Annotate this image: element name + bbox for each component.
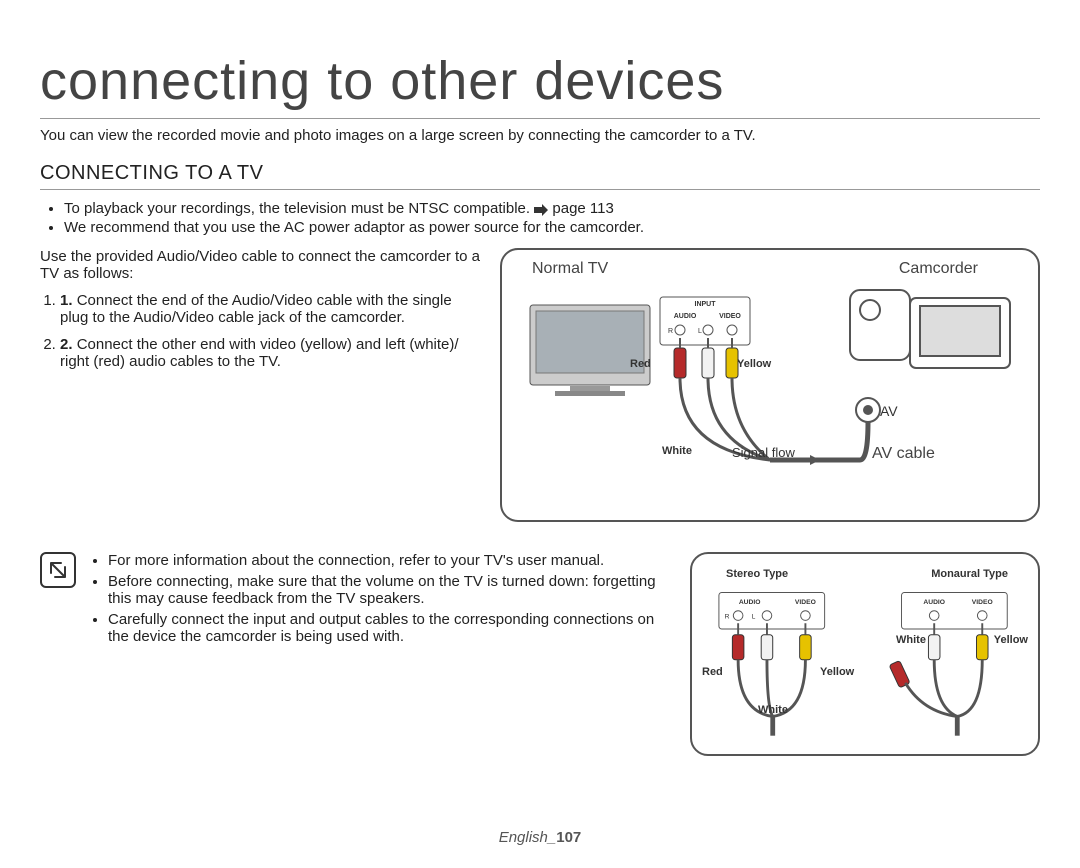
note-item: For more information about the connectio… <box>108 552 668 569</box>
diagram-svg: INPUT AUDIO VIDEO R L <box>502 250 1038 520</box>
signal-flow-label: Signal flow <box>732 445 795 460</box>
svg-text:INPUT: INPUT <box>695 301 717 308</box>
svg-text:AUDIO: AUDIO <box>923 599 945 606</box>
connection-diagram: Normal TV Camcorder INPUT AUDIO VIDEO R … <box>500 248 1040 522</box>
svg-text:VIDEO: VIDEO <box>795 599 816 606</box>
note-item: Before connecting, make sure that the vo… <box>108 573 668 607</box>
yellow-label-2: Yellow <box>994 634 1028 646</box>
white-label: White <box>758 704 788 716</box>
connection-types-diagram: Stereo Type Monaural Type AUDIO VIDEO R … <box>690 552 1040 756</box>
monaural-type-label: Monaural Type <box>931 568 1008 580</box>
svg-text:L: L <box>752 613 756 620</box>
note-icon <box>40 552 76 588</box>
svg-text:VIDEO: VIDEO <box>719 313 741 320</box>
note-item: Carefully connect the input and output c… <box>108 611 668 645</box>
stereo-type-label: Stereo Type <box>726 568 788 580</box>
svg-text:R: R <box>725 613 730 620</box>
av-label: AV <box>880 403 898 419</box>
red-label: Red <box>630 358 651 370</box>
notes-list: For more information about the connectio… <box>88 552 668 756</box>
types-svg: AUDIO VIDEO R L AUDIO <box>692 554 1038 754</box>
steps-list: 1. Connect the end of the Audio/Video ca… <box>40 292 480 370</box>
yellow-label: Yellow <box>820 666 854 678</box>
step-item: 2. Connect the other end with video (yel… <box>60 336 480 370</box>
step-item: 1. Connect the end of the Audio/Video ca… <box>60 292 480 326</box>
normal-tv-label: Normal TV <box>532 260 608 278</box>
svg-text:L: L <box>698 328 702 335</box>
page-footer: English_107 <box>0 829 1080 846</box>
prereq-item: To playback your recordings, the televis… <box>64 200 1040 217</box>
av-cable-label: AV cable <box>872 445 935 463</box>
prereq-item: We recommend that you use the AC power a… <box>64 219 1040 236</box>
white-label-2: White <box>896 634 926 646</box>
lead-text: Use the provided Audio/Video cable to co… <box>40 248 480 282</box>
intro-text: You can view the recorded movie and phot… <box>40 127 1040 144</box>
red-label: Red <box>702 666 723 678</box>
svg-text:R: R <box>668 328 673 335</box>
svg-text:AUDIO: AUDIO <box>739 599 761 606</box>
svg-text:VIDEO: VIDEO <box>972 599 993 606</box>
svg-text:AUDIO: AUDIO <box>674 313 697 320</box>
arrow-icon <box>534 203 548 215</box>
manual-page: connecting to other devices You can view… <box>0 0 1080 868</box>
yellow-label: Yellow <box>737 358 771 370</box>
camcorder-label: Camcorder <box>899 260 978 278</box>
page-title: connecting to other devices <box>40 50 1040 119</box>
section-heading: CONNECTING TO A TV <box>40 162 1040 190</box>
white-label: White <box>662 445 692 457</box>
instructions-column: Use the provided Audio/Video cable to co… <box>40 248 480 522</box>
prereq-list: To playback your recordings, the televis… <box>40 200 1040 236</box>
